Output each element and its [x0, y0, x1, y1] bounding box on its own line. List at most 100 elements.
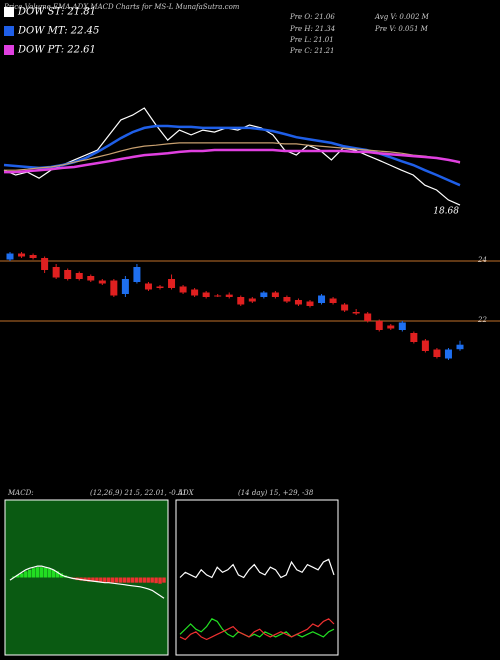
histogram-bar: [130, 577, 135, 583]
candle-body: [98, 280, 106, 284]
series-line: [3, 124, 461, 187]
candle-body: [214, 295, 222, 297]
adx-subtitle: (14 day) 15, +29, -38: [238, 489, 314, 497]
candle-body: [29, 255, 37, 258]
candle-body: [202, 292, 210, 297]
candle-body: [260, 292, 268, 297]
histogram-bar: [114, 577, 119, 583]
adx-title: ADX: [177, 489, 195, 497]
histogram-bar: [47, 568, 52, 578]
histogram-bar: [118, 577, 123, 583]
candle-body: [456, 344, 464, 350]
legend-swatch: [4, 7, 14, 17]
histogram-bar: [146, 577, 150, 583]
candle-body: [352, 312, 360, 314]
legend-swatch: [4, 26, 14, 36]
candle-body: [387, 325, 395, 329]
histogram-bar: [20, 573, 24, 578]
legend-label: DOW ST: 21.81: [17, 7, 96, 18]
candle-body: [18, 253, 26, 257]
histogram-bar: [16, 574, 20, 578]
candle-body: [398, 322, 406, 330]
candle-body: [433, 349, 441, 357]
histogram-bar: [162, 577, 166, 583]
panel-frame: [175, 499, 339, 656]
candle-body: [6, 253, 14, 260]
histogram-bar: [106, 577, 111, 583]
candle-body: [52, 267, 60, 278]
candle-body: [329, 298, 337, 303]
page-title: Price,Volume,EMA,ADX,MACD Charts for MS-…: [3, 3, 240, 11]
stat: Pre O: 21.06: [289, 13, 335, 21]
stat: Pre C: 21.21: [289, 47, 334, 55]
candle-body: [64, 270, 72, 279]
histogram-bar: [138, 577, 143, 583]
histogram-bar: [158, 577, 162, 584]
candle-body: [144, 283, 152, 290]
histogram-bar: [87, 577, 91, 582]
candle-body: [225, 294, 233, 297]
histogram-bar: [39, 567, 44, 578]
candle-body: [87, 276, 95, 281]
histogram-bar: [134, 577, 139, 583]
series-line: [4, 148, 461, 174]
histogram-bar: [43, 567, 48, 578]
candle-body: [168, 279, 176, 288]
legend-swatch: [4, 45, 14, 55]
candle-body: [306, 301, 314, 306]
candle-body: [318, 295, 326, 303]
candle-body: [294, 300, 302, 305]
candle-body: [179, 286, 187, 293]
series-line: [4, 142, 461, 171]
histogram-bar: [122, 577, 127, 583]
candle-body: [237, 297, 245, 305]
series-line: [179, 558, 335, 579]
candle-body: [75, 273, 83, 279]
histogram-bar: [154, 577, 158, 584]
series-line: [179, 618, 335, 638]
stat: Avg V: 0.002 M: [374, 13, 430, 21]
candle-body: [191, 289, 199, 296]
y-tick-label: 22: [477, 316, 487, 324]
histogram-bar: [83, 577, 87, 582]
candle-body: [121, 279, 129, 294]
histogram-bar: [28, 569, 32, 578]
series-line: [179, 618, 335, 641]
candle-body: [156, 286, 164, 288]
legend-label: DOW MT: 22.45: [17, 26, 99, 37]
candle-body: [133, 267, 141, 282]
macd-title: MACD:: [7, 489, 34, 497]
candle-body: [341, 304, 349, 311]
histogram-bar: [91, 577, 95, 582]
histogram-bar: [110, 577, 115, 583]
y-tick-label: 24: [477, 256, 487, 264]
candle-body: [41, 258, 49, 270]
stat: Pre H: 21.34: [289, 25, 335, 33]
histogram-bar: [99, 577, 103, 583]
stat: Pre V: 0.051 M: [374, 25, 429, 33]
histogram-bar: [126, 577, 131, 583]
candle-body: [410, 333, 418, 342]
histogram-bar: [24, 571, 28, 578]
candle-body: [364, 313, 372, 321]
histogram-bar: [35, 567, 40, 578]
histogram-bar: [142, 577, 146, 583]
histogram-bar: [31, 568, 36, 578]
histogram-bar: [95, 577, 99, 582]
series-line: [9, 565, 165, 599]
histogram-bar: [150, 577, 154, 583]
low-annotation: 18.68: [433, 207, 459, 217]
histogram-bar: [51, 569, 56, 578]
histogram-bar: [55, 571, 60, 578]
candle-body: [421, 340, 429, 351]
candle-body: [375, 321, 383, 330]
macd-subtitle: (12,26,9) 21.5, 22.01, -0.51: [90, 489, 187, 497]
candle-body: [283, 297, 291, 302]
candle-body: [110, 280, 118, 296]
histogram-bar: [103, 577, 107, 583]
candle-body: [248, 298, 256, 302]
legend-label: DOW PT: 22.61: [17, 45, 96, 56]
stat: Pre L: 21.01: [289, 36, 334, 44]
candle-body: [444, 349, 452, 359]
